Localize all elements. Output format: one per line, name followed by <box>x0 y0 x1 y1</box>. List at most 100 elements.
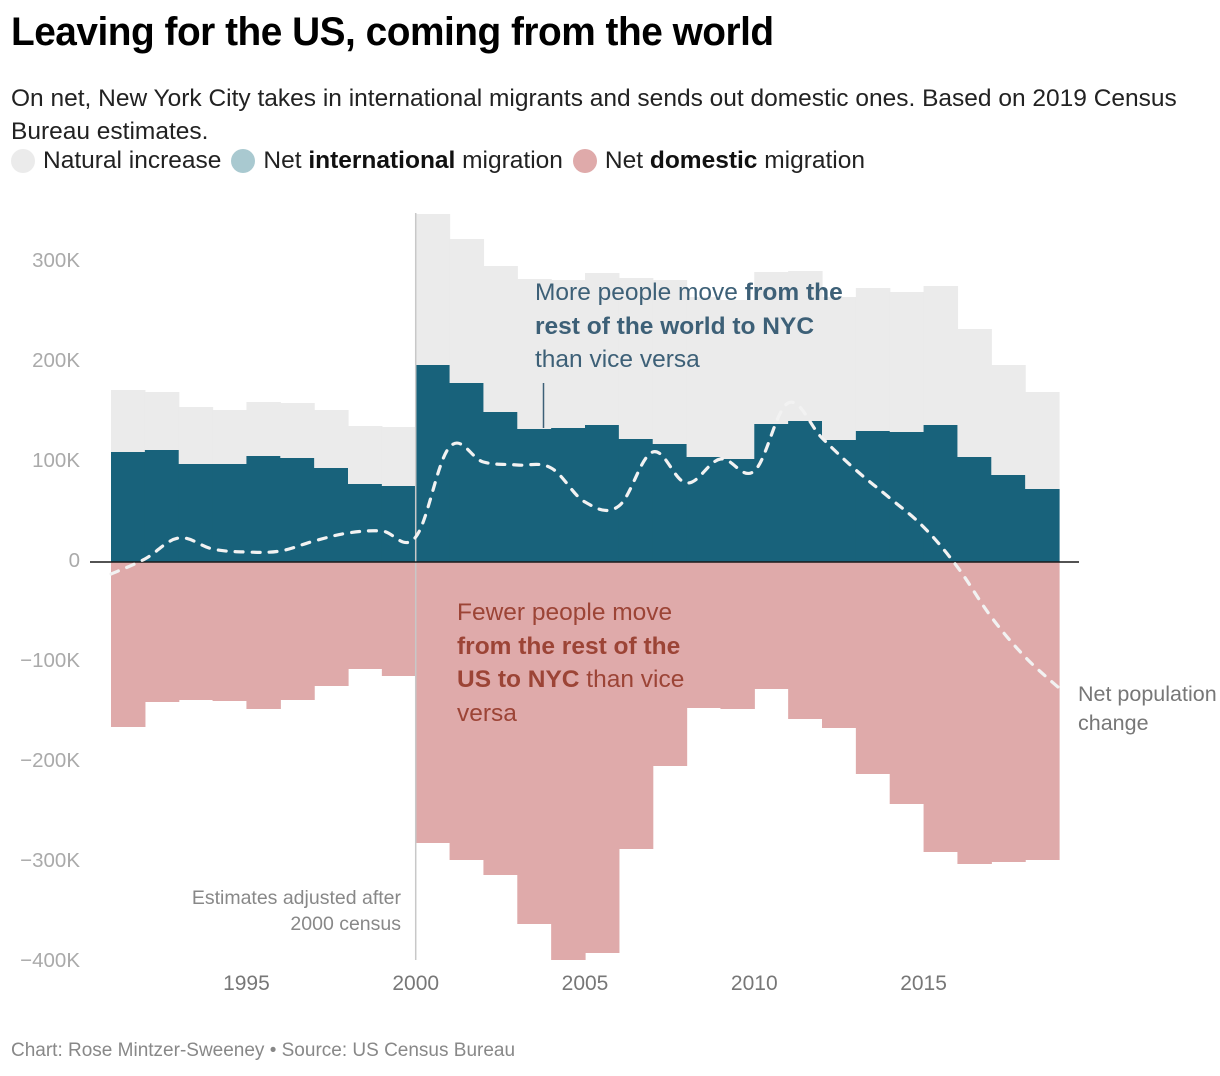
bar-international-migration <box>754 424 789 562</box>
y-tick-label: −400K <box>20 949 80 972</box>
bar-international-migration <box>449 383 485 562</box>
bar-domestic-migration <box>1025 562 1060 860</box>
bar-natural-increase <box>686 297 722 457</box>
bar-international-migration <box>246 456 281 562</box>
bar-domestic-migration <box>720 562 755 709</box>
y-tick-label: 200K <box>32 349 80 372</box>
bar-international-migration <box>889 432 925 562</box>
bar-international-migration <box>381 486 417 562</box>
legend-swatch-international <box>231 149 256 173</box>
bar-domestic-migration <box>822 562 857 728</box>
bar-domestic-migration <box>415 562 451 843</box>
bar-international-migration <box>855 431 891 562</box>
bar-natural-increase <box>280 403 315 458</box>
legend-item-natural-increase: Natural increase <box>11 147 221 175</box>
y-tick-label: −300K <box>20 849 80 872</box>
y-tick-label: −200K <box>20 749 80 772</box>
bar-natural-increase <box>348 426 383 484</box>
bar-domestic-migration <box>855 562 891 774</box>
bar-international-migration <box>585 425 620 562</box>
chart-subtitle: On net, New York City takes in internati… <box>11 85 1177 145</box>
legend-item-international: Net international migration <box>231 147 563 175</box>
bar-natural-increase <box>585 273 620 425</box>
bar-natural-increase <box>822 297 857 440</box>
bars-group <box>111 214 1060 960</box>
y-tick-label: −100K <box>20 649 80 672</box>
x-tick-label: 2000 <box>392 972 440 995</box>
reference-lines-group <box>90 213 1079 960</box>
y-tick-label: 300K <box>32 249 80 272</box>
bar-domestic-migration <box>991 562 1026 862</box>
bar-domestic-migration <box>788 562 823 719</box>
annotation-net-population-change: Net population change <box>1078 682 1217 735</box>
bar-natural-increase <box>314 410 349 468</box>
bar-natural-increase <box>720 300 755 459</box>
bar-international-migration <box>517 429 552 562</box>
bar-natural-increase <box>754 272 789 424</box>
chart-footer: Chart: Rose Mintzer-Sweeney • Source: US… <box>11 1040 516 1061</box>
bar-domestic-migration <box>212 562 248 701</box>
bar-international-migration <box>991 475 1026 562</box>
bar-domestic-migration <box>246 562 281 709</box>
bar-domestic-migration <box>280 562 315 700</box>
bar-international-migration <box>314 468 349 562</box>
x-tick-label: 2005 <box>561 972 609 995</box>
legend-swatch-domestic <box>572 149 597 173</box>
bar-natural-increase <box>415 214 451 365</box>
annotation-census-adjustment: Estimates adjusted after 2000 census <box>191 887 401 935</box>
bar-natural-increase <box>144 392 180 450</box>
bar-international-migration <box>483 412 518 562</box>
y-tick-label: 100K <box>32 449 80 472</box>
bar-international-migration <box>923 425 959 562</box>
bar-natural-increase <box>212 410 248 464</box>
bar-domestic-migration <box>178 562 214 700</box>
legend-swatch-natural-increase <box>11 149 35 173</box>
legend-item-domestic: Net domestic migration <box>572 147 865 175</box>
bar-international-migration <box>144 450 180 562</box>
x-tick-label: 2015 <box>900 972 947 995</box>
bar-natural-increase <box>855 288 891 431</box>
x-tick-label: 1995 <box>223 972 270 995</box>
bar-domestic-migration <box>551 562 586 960</box>
bar-international-migration <box>652 444 688 562</box>
bar-international-migration <box>788 421 823 562</box>
bar-domestic-migration <box>144 562 180 702</box>
bar-natural-increase <box>381 427 417 486</box>
bar-natural-increase <box>246 402 281 456</box>
bar-international-migration <box>720 459 755 562</box>
bar-international-migration <box>280 458 315 562</box>
bar-natural-increase <box>111 390 146 452</box>
bar-international-migration <box>348 484 383 562</box>
bar-domestic-migration <box>652 562 688 766</box>
y-tick-label: 0 <box>68 549 80 572</box>
bar-domestic-migration <box>618 562 654 849</box>
bar-natural-increase <box>788 271 823 421</box>
bar-natural-increase <box>652 280 688 444</box>
legend-label: Net international migration <box>263 147 563 174</box>
bar-natural-increase <box>957 329 992 457</box>
bar-domestic-migration <box>686 562 722 708</box>
bar-domestic-migration <box>585 562 620 953</box>
chart-title: Leaving for the US, coming from the worl… <box>11 10 774 54</box>
annotation-international: More people move from the rest of the wo… <box>535 279 843 373</box>
bar-international-migration <box>415 365 451 562</box>
x-tick-label: 2010 <box>730 972 778 995</box>
bar-domestic-migration <box>754 562 789 689</box>
legend-label: Natural increase <box>43 147 222 174</box>
bar-domestic-migration <box>449 562 485 860</box>
bar-natural-increase <box>517 279 552 429</box>
bar-domestic-migration <box>889 562 925 804</box>
bar-natural-increase <box>923 286 959 425</box>
net-line-group <box>109 400 1061 690</box>
bar-natural-increase <box>483 266 518 412</box>
annotation-domestic: Fewer people move from the rest of the U… <box>457 599 685 727</box>
bar-natural-increase <box>551 280 586 428</box>
bar-domestic-migration <box>517 562 552 924</box>
bar-natural-increase <box>1025 392 1060 489</box>
bar-international-migration <box>957 457 992 562</box>
legend: Natural increase Net international migra… <box>11 147 875 175</box>
bar-international-migration <box>111 452 146 562</box>
bar-natural-increase <box>449 239 485 383</box>
bar-domestic-migration <box>957 562 992 864</box>
